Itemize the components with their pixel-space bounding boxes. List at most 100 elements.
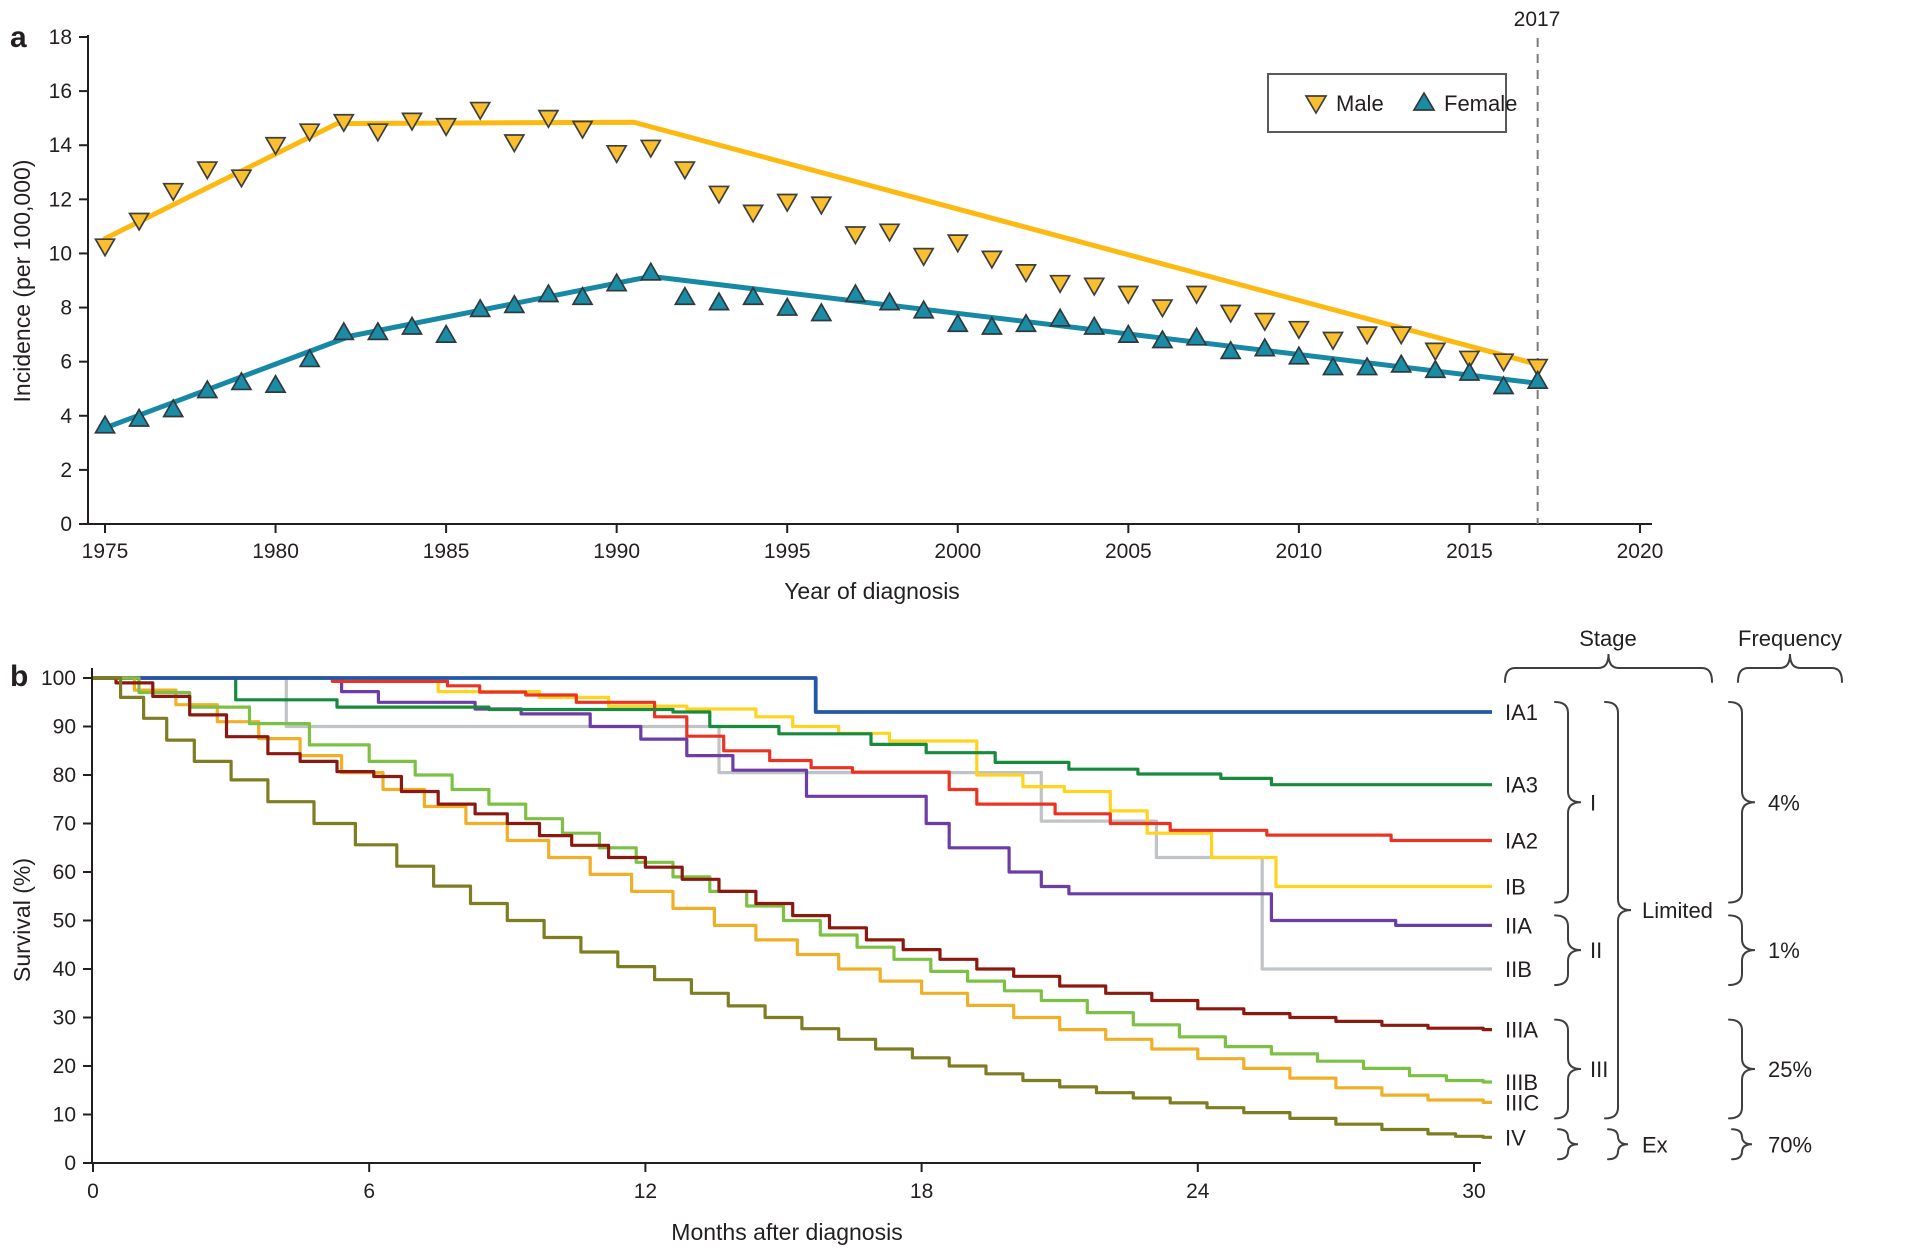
marker-male-1981 — [298, 123, 321, 143]
panel-b-ytick-label: 10 — [53, 1104, 76, 1127]
marker-male-2000 — [946, 234, 969, 254]
marker-male-2014 — [1424, 342, 1447, 362]
marker-male-1991 — [639, 139, 662, 159]
frequency-header-brace — [1737, 653, 1843, 683]
marker-male-2008 — [1219, 304, 1242, 324]
trend-line-male — [102, 119, 1541, 367]
marker-female-1999 — [912, 299, 935, 319]
frequency-brace-I — [1728, 700, 1756, 904]
panel-b-xtick-label: 6 — [363, 1180, 375, 1203]
legend-box — [1267, 73, 1507, 133]
marker-female-2007 — [1185, 326, 1208, 346]
panel-b-plot: 0 10 20 30 40 50 60 70 80 90 100 0 6 12 18 24 30 IA1 IA3 IA… — [41, 653, 1843, 1203]
series-label-IIB: IIB — [1505, 957, 1532, 982]
survival-curve-IA3 — [93, 676, 1492, 787]
marker-female-2009 — [1253, 337, 1276, 357]
panel-b-x-axis-title: Months after diagnosis — [671, 1219, 902, 1245]
frequency-value-II: 1% — [1768, 938, 1800, 963]
marker-male-1997 — [844, 226, 867, 246]
panel-b-xtick-label: 0 — [87, 1180, 99, 1203]
stage-group-brace-I — [1554, 700, 1582, 904]
panel-b-ytick-label: 20 — [53, 1055, 76, 1078]
stage-group-brace-II — [1554, 914, 1582, 986]
marker-female-2008 — [1219, 340, 1242, 360]
panel-a-xtick-label: 2010 — [1276, 540, 1323, 563]
marker-male-1987 — [503, 134, 526, 154]
marker-female-1991 — [639, 261, 662, 281]
marker-male-1999 — [912, 247, 935, 267]
marker-female-2004 — [1083, 315, 1106, 335]
marker-female-1995 — [776, 296, 799, 316]
marker-male-1989 — [571, 120, 594, 140]
marker-male-1976 — [128, 212, 151, 232]
marker-male-1984 — [401, 112, 423, 132]
marker-female-1992 — [673, 286, 696, 306]
marker-female-1978 — [196, 379, 219, 399]
panel-a-ytick-label: 6 — [60, 351, 72, 374]
panel-a-xtick-label: 1995 — [764, 540, 811, 563]
marker-female-2012 — [1356, 356, 1379, 376]
male-triangle-down-icon — [1304, 95, 1328, 115]
marker-female-1982 — [332, 321, 355, 341]
stage-group-brace-III — [1554, 1018, 1582, 1120]
marker-female-1983 — [366, 321, 389, 341]
marker-female-1988 — [537, 283, 560, 303]
frequency-column-header: Frequency — [1738, 626, 1842, 651]
marker-female-1987 — [503, 294, 526, 314]
legend-female-label: Female — [1444, 91, 1517, 116]
marker-female-2017 — [1526, 369, 1549, 389]
series-label-IV: IV — [1505, 1125, 1526, 1150]
survival-curve-IIIC — [93, 676, 1492, 1104]
marker-female-1986 — [469, 298, 492, 318]
series-label-IIA: IIA — [1505, 913, 1532, 938]
marker-female-1977 — [162, 398, 185, 418]
marker-male-2013 — [1390, 326, 1413, 346]
marker-female-2000 — [946, 313, 969, 333]
panel-b-letter: b — [10, 660, 28, 693]
panel-a-ytick-label: 8 — [60, 297, 72, 320]
marker-female-1979 — [230, 371, 253, 391]
panel-a-x-axis-title: Year of diagnosis — [784, 578, 960, 604]
frequency-value-Ex: 70% — [1768, 1132, 1812, 1157]
frequency-brace-II — [1728, 914, 1756, 986]
marker-male-1988 — [537, 109, 560, 129]
stage-group-label-I: I — [1590, 790, 1596, 815]
marker-male-1979 — [230, 169, 253, 189]
panel-b-ytick-label: 70 — [53, 813, 76, 836]
stage-group-brace-Ex — [1557, 1128, 1579, 1161]
ex-extent-label: Ex — [1642, 1132, 1668, 1157]
frequency-brace-Ex — [1731, 1128, 1753, 1161]
stage-group-label-III: III — [1590, 1057, 1608, 1082]
series-label-IA2: IA2 — [1505, 828, 1538, 853]
marker-female-1984 — [401, 315, 423, 335]
annotation-2017-label: 2017 — [1514, 8, 1561, 31]
marker-male-1995 — [776, 193, 799, 213]
series-label-IA3: IA3 — [1505, 773, 1538, 798]
panel-b-xtick-label: 18 — [910, 1180, 933, 1203]
marker-male-1977 — [162, 182, 185, 202]
panel-a-ytick-label: 2 — [60, 459, 72, 482]
panel-b-ytick-label: 50 — [53, 910, 76, 933]
panel-a-ytick-label: 4 — [60, 405, 72, 428]
marker-female-2015 — [1458, 361, 1481, 381]
marker-female-1993 — [708, 291, 730, 311]
marker-male-1993 — [708, 185, 730, 205]
panel-a-xtick-label: 1990 — [593, 540, 640, 563]
survival-curve-IIIA — [93, 676, 1492, 1032]
marker-male-2010 — [1287, 320, 1310, 340]
panel-a-ytick-label: 0 — [60, 513, 72, 536]
limited-extent-brace — [1604, 700, 1632, 1120]
female-triangle-up-icon — [1412, 91, 1436, 111]
marker-female-2010 — [1287, 345, 1310, 365]
panel-b-xtick-label: 24 — [1186, 1180, 1210, 1203]
panel-a-ytick-label: 18 — [49, 26, 72, 49]
marker-female-2016 — [1492, 375, 1515, 395]
panel-a-xtick-label: 1975 — [82, 540, 129, 563]
marker-male-1983 — [366, 123, 389, 143]
panel-a-plot: 0 2 4 6 8 10 12 14 16 18 1975 1980 1985 1990 1995 2000 2… — [49, 26, 1664, 563]
panel-b-xtick-label: 12 — [634, 1180, 657, 1203]
panel-b-ytick-label: 90 — [53, 716, 76, 739]
marker-female-2003 — [1049, 307, 1072, 327]
survival-curve-IA2 — [93, 676, 1492, 843]
